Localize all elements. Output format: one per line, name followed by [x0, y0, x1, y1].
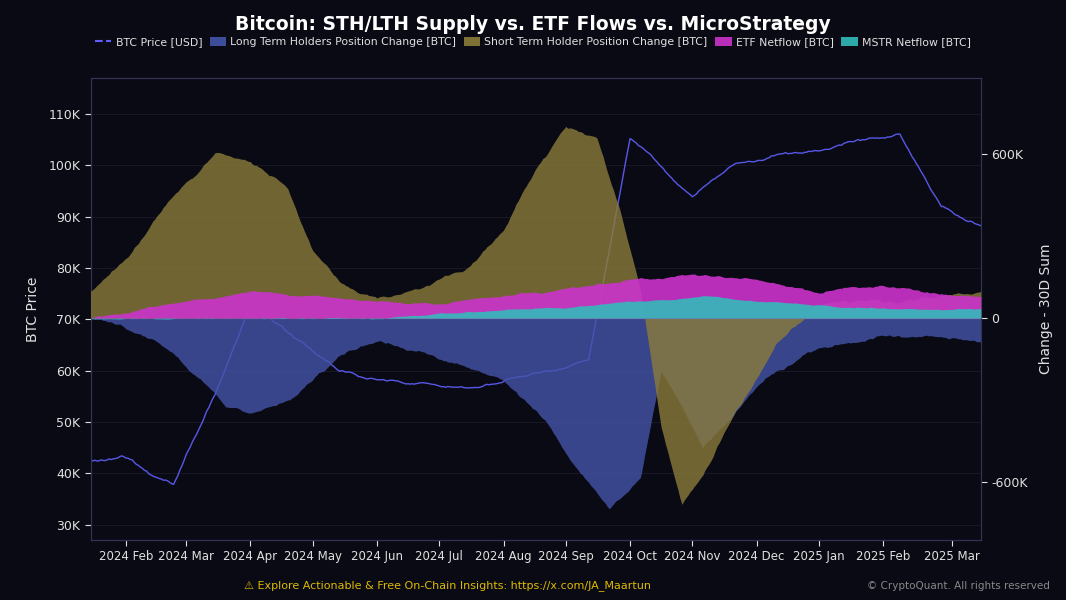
Y-axis label: Change - 30D Sum: Change - 30D Sum	[1038, 244, 1053, 374]
Text: Bitcoin: STH/LTH Supply vs. ETF Flows vs. MicroStrategy: Bitcoin: STH/LTH Supply vs. ETF Flows vs…	[236, 15, 830, 34]
Text: © CryptoQuant. All rights reserved: © CryptoQuant. All rights reserved	[867, 581, 1050, 591]
Y-axis label: BTC Price: BTC Price	[26, 277, 39, 341]
Text: ⚠ Explore Actionable & Free On-Chain Insights: https://x.com/JA_Maartun: ⚠ Explore Actionable & Free On-Chain Ins…	[244, 580, 651, 591]
Legend: BTC Price [USD], Long Term Holders Position Change [BTC], Short Term Holder Posi: BTC Price [USD], Long Term Holders Posit…	[91, 32, 975, 52]
